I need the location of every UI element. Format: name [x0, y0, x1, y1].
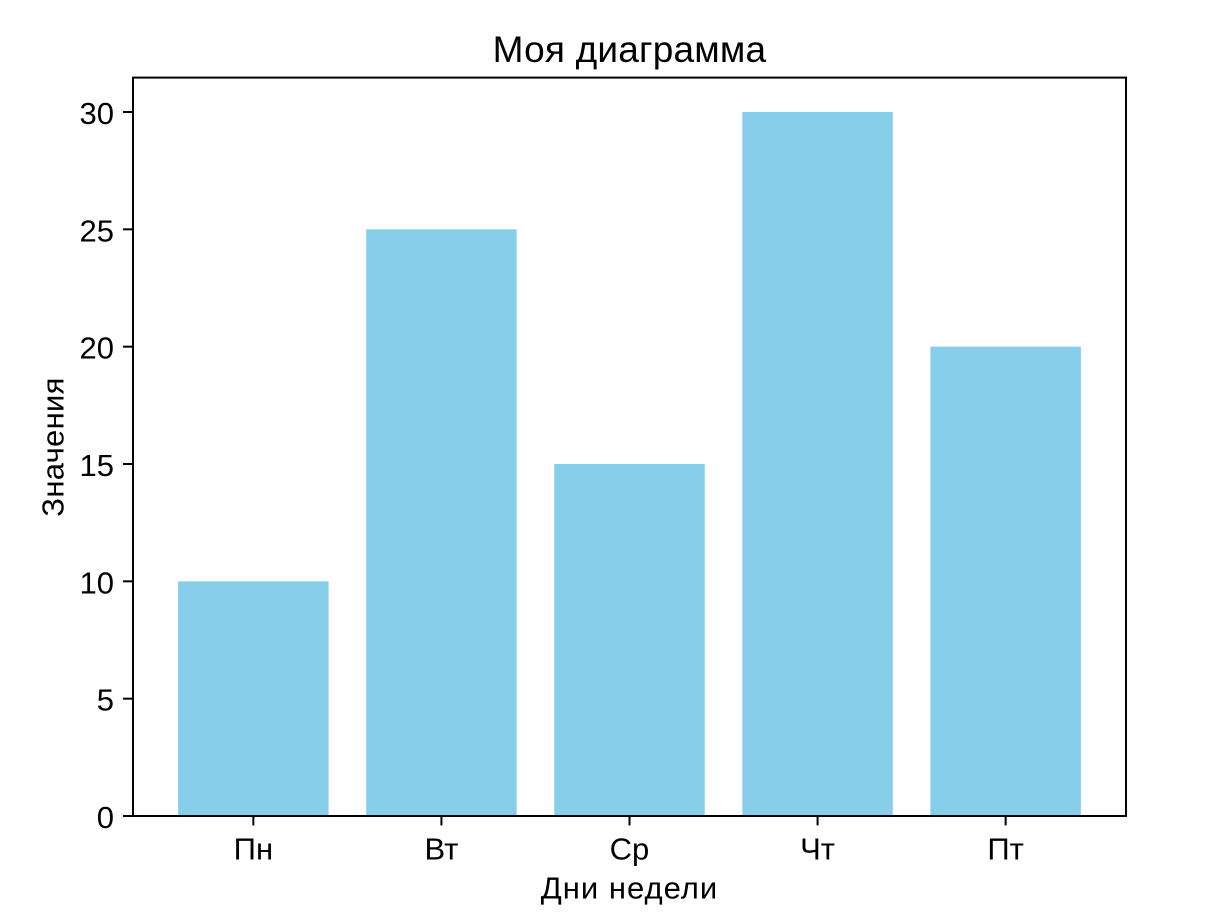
svg-text:25: 25: [80, 213, 114, 248]
svg-text:Ср: Ср: [610, 831, 650, 866]
svg-text:Вт: Вт: [425, 831, 459, 866]
svg-text:5: 5: [97, 683, 114, 718]
svg-text:Дни недели: Дни недели: [541, 871, 718, 906]
svg-text:Значения: Значения: [36, 377, 71, 516]
svg-text:30: 30: [80, 96, 114, 131]
svg-text:Чт: Чт: [800, 831, 835, 866]
svg-text:20: 20: [80, 331, 114, 366]
svg-text:Пт: Пт: [987, 831, 1023, 866]
svg-text:10: 10: [80, 565, 114, 600]
svg-text:0: 0: [97, 800, 114, 835]
svg-text:Пн: Пн: [234, 831, 273, 866]
svg-text:Моя диаграмма: Моя диаграмма: [493, 29, 767, 70]
svg-text:15: 15: [80, 448, 114, 483]
